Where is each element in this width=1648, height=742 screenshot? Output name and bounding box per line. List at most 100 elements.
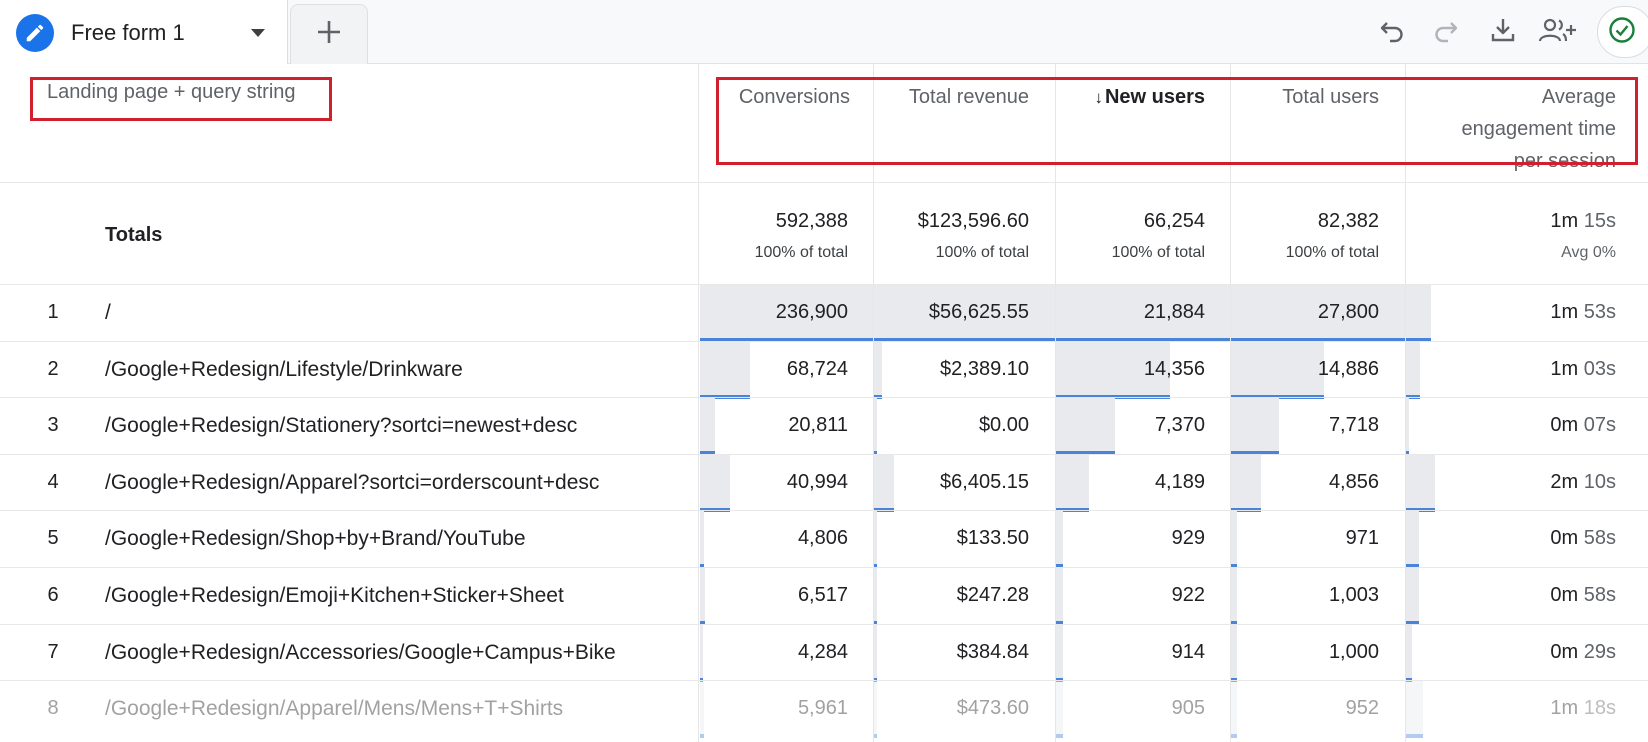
engagement-bar-line — [1406, 734, 1424, 739]
new-users-bar-line — [1056, 507, 1090, 512]
total-users-value: 971 — [1345, 527, 1379, 550]
check-circle-icon — [1608, 16, 1636, 49]
new-users-value: 14,356 — [1143, 357, 1205, 380]
undo-button[interactable] — [1370, 10, 1414, 54]
column-header-avg-engagement[interactable]: Average engagement time per session — [1461, 86, 1616, 172]
table-row[interactable]: 2/Google+Redesign/Lifestyle/Drinkware 68,… — [0, 341, 1648, 399]
revenue-value: $133.50 — [956, 527, 1029, 550]
new-users-value: 7,370 — [1154, 414, 1205, 437]
table-row[interactable]: 1 / 236,900 $56,625.55 21,884 27,800 1m 53s — [0, 285, 1648, 342]
add-tab-button[interactable] — [290, 4, 368, 64]
conversions-bar-line — [700, 451, 716, 456]
row-number: 4 — [47, 470, 59, 493]
landing-page-path[interactable]: /Google+Redesign/Apparel?sortci=ordersco… — [105, 470, 600, 494]
conversions-bar — [700, 624, 704, 681]
revenue-value: $2,389.10 — [940, 357, 1029, 380]
engagement-value: 1m 18s — [1550, 697, 1616, 720]
header-divider — [0, 182, 1648, 183]
download-button[interactable] — [1481, 10, 1525, 54]
revenue-bar-line — [874, 451, 877, 456]
conversions-value: 68,724 — [786, 357, 848, 380]
new-users-value: 905 — [1171, 697, 1205, 720]
dropdown-arrow-icon[interactable] — [247, 24, 269, 42]
column-divider — [1405, 64, 1406, 742]
total-users-value: 27,800 — [1317, 301, 1379, 323]
total-users-value: 952 — [1345, 697, 1379, 720]
landing-page-path[interactable]: /Google+Redesign/Shop+by+Brand/YouTube — [105, 527, 526, 551]
engagement-value: 0m 29s — [1550, 640, 1616, 663]
column-header-total-revenue[interactable]: Total revenue — [908, 86, 1029, 108]
new-users-bar-line — [1056, 451, 1115, 456]
table-row[interactable]: 6/Google+Redesign/Emoji+Kitchen+Sticker+… — [0, 568, 1648, 625]
total-users-value: 7,718 — [1328, 414, 1379, 437]
table-row[interactable]: 5/Google+Redesign/Shop+by+Brand/YouTube 4… — [0, 511, 1648, 569]
plus-icon — [315, 18, 343, 51]
revenue-bar — [874, 454, 895, 511]
revenue-bar — [874, 511, 877, 568]
redo-button[interactable] — [1424, 10, 1468, 54]
share-button[interactable] — [1536, 10, 1580, 54]
total-users-bar-line — [1231, 677, 1238, 682]
tab-title: Free form 1 — [71, 20, 185, 45]
column-header-total-users[interactable]: Total users — [1282, 86, 1379, 108]
row-number: 7 — [47, 640, 59, 663]
landing-page-path[interactable]: / — [105, 301, 111, 324]
new-users-bar-line — [1056, 394, 1171, 399]
totals-new-users-pct: 100% of total — [1111, 244, 1205, 261]
table-row[interactable]: 3/Google+Redesign/Stationery?sortci=newe… — [0, 398, 1648, 456]
conversions-bar — [700, 568, 705, 624]
new-users-bar — [1056, 454, 1090, 511]
total-users-value: 1,003 — [1328, 584, 1379, 606]
revenue-value: $0.00 — [978, 414, 1029, 437]
totals-divider — [0, 284, 1648, 285]
new-users-value: 21,884 — [1143, 301, 1205, 323]
landing-page-path[interactable]: /Google+Redesign/Lifestyle/Drinkware — [105, 357, 463, 381]
table-row[interactable]: 7/Google+Redesign/Accessories/Google+Cam… — [0, 624, 1648, 682]
row-number: 3 — [47, 414, 59, 437]
new-users-bar-line — [1056, 677, 1064, 682]
conversions-bar-line — [700, 621, 705, 625]
landing-page-path[interactable]: /Google+Redesign/Stationery?sortci=newes… — [105, 414, 578, 438]
new-users-value: 929 — [1171, 527, 1205, 550]
engagement-bar — [1406, 454, 1436, 511]
revenue-bar-line — [874, 734, 877, 739]
dimension-header[interactable]: Landing page + query string — [47, 81, 296, 103]
row-divider — [0, 623, 1648, 625]
row-divider — [0, 397, 1648, 399]
column-header-conversions[interactable]: Conversions — [738, 86, 850, 108]
report-tab-bar: Free form 1 — [0, 0, 1648, 64]
tab-free-form-1[interactable]: Free form 1 — [0, 0, 288, 64]
revenue-value: $6,405.15 — [940, 470, 1029, 493]
new-users-bar — [1056, 511, 1064, 568]
status-button[interactable] — [1597, 6, 1648, 58]
row-divider — [0, 680, 1648, 682]
revenue-bar — [874, 624, 877, 681]
revenue-bar — [874, 568, 877, 624]
conversions-value: 6,517 — [797, 584, 848, 606]
total-users-bar-line — [1231, 507, 1262, 512]
new-users-bar-line — [1056, 338, 1230, 342]
share-users-icon — [1538, 16, 1578, 49]
table-row[interactable]: 8/Google+Redesign/Apparel/Mens/Mens+T+Sh… — [0, 681, 1648, 739]
totals-new-users: 66,254 — [1143, 210, 1205, 232]
new-users-value: 914 — [1171, 640, 1205, 663]
total-users-bar — [1231, 285, 1405, 341]
table-row[interactable]: 4/Google+Redesign/Apparel?sortci=ordersc… — [0, 454, 1648, 512]
row-divider — [0, 510, 1648, 512]
conversions-bar-line — [700, 677, 704, 682]
new-users-bar — [1056, 341, 1171, 398]
revenue-bar — [874, 341, 882, 398]
totals-total-users-pct: 100% of total — [1285, 244, 1379, 261]
engagement-bar — [1406, 511, 1419, 568]
engagement-bar-line — [1406, 338, 1432, 342]
totals-conversions: 592,388 — [775, 210, 848, 232]
column-divider — [1055, 64, 1056, 742]
landing-page-path[interactable]: /Google+Redesign/Apparel/Mens/Mens+T+Shi… — [105, 697, 564, 721]
new-users-bar — [1056, 285, 1230, 341]
column-header-new-users[interactable]: ↓ New users — [1094, 86, 1205, 108]
new-users-bar-line — [1056, 734, 1064, 739]
landing-page-path[interactable]: /Google+Redesign/Emoji+Kitchen+Sticker+S… — [105, 584, 564, 607]
landing-page-path[interactable]: /Google+Redesign/Accessories/Google+Camp… — [105, 640, 616, 664]
conversions-value: 5,961 — [797, 697, 848, 720]
conversions-value: 4,284 — [797, 640, 848, 663]
